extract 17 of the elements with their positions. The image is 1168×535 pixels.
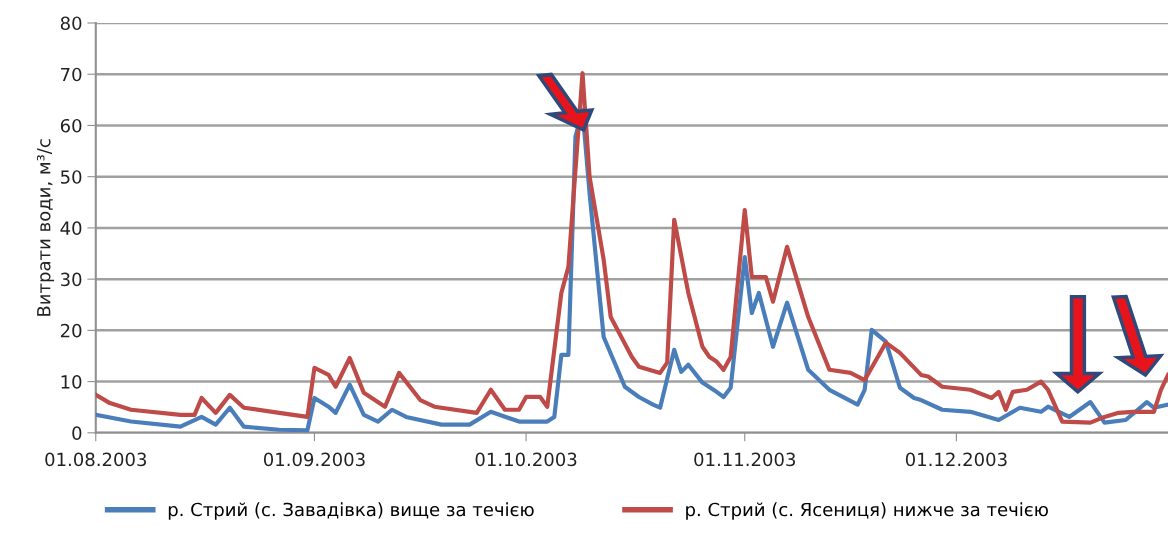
legend-label: р. Стрий (с. Ясениця) нижче за течією (686, 502, 1048, 520)
y-tick-label: 0 (72, 426, 82, 440)
x-tick-label: 01.11.2003 (694, 452, 795, 467)
y-tick-label: 80 (60, 16, 82, 31)
y-tick-label: 60 (60, 118, 82, 133)
y-tick-label: 20 (60, 323, 82, 338)
y-tick-label: 10 (61, 375, 82, 389)
legend-label: р. Стрий (с. Завадівка) вище за течією (168, 502, 534, 520)
y-tick-label: 70 (61, 67, 82, 82)
y-tick-label: 50 (61, 170, 82, 184)
x-tick-label: 01.08.2003 (45, 452, 147, 467)
y-tick-label: 30 (60, 272, 82, 287)
x-tick-label: 01.09.2003 (263, 452, 365, 467)
y-tick-label: 40 (60, 221, 82, 236)
x-tick-label: 01.10.2003 (475, 452, 577, 467)
y-axis-title: Витрати води, м³/с (36, 139, 55, 316)
x-tick-label: 01.12.2003 (905, 452, 1007, 467)
